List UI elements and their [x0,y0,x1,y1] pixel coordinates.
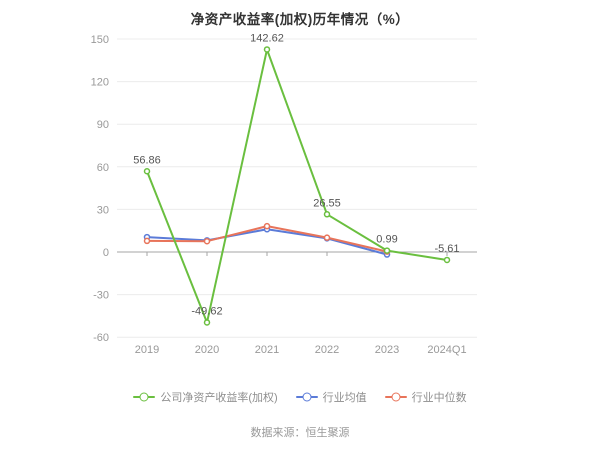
data-point [203,319,211,326]
legend-circle-marker-icon [139,392,149,402]
x-axis-label: 2022 [315,344,339,356]
data-label: 0.99 [376,234,397,246]
legend-item-1[interactable]: 行业均值 [295,389,367,405]
chart-legend: 公司净资产收益率(加权) 行业均值 行业中位数 [0,389,600,405]
legend-circle-marker-icon [391,392,401,402]
y-axis-label: 60 [97,162,109,174]
data-point [323,234,331,241]
data-label: 142.62 [250,32,284,44]
x-axis-label: 2020 [195,344,219,356]
data-point [263,46,271,53]
legend-label: 公司净资产收益率(加权) [160,392,278,404]
x-axis-label: 2021 [255,344,279,356]
data-point [263,222,271,230]
chart-title: 净资产收益率(加权)历年情况（%） [190,12,410,27]
legend-line-marker-icon [295,392,318,402]
legend-label: 行业中位数 [411,392,467,404]
x-axis-label: 2023 [375,344,399,356]
legend-label: 行业均值 [322,392,367,404]
series-line-0 [146,48,448,324]
data-point [203,237,211,245]
x-axis-label: 2019 [135,344,159,356]
y-axis-label: 90 [97,119,109,131]
y-axis-label: -30 [93,290,109,302]
data-point [383,247,391,254]
y-axis-label: 30 [97,204,109,216]
x-axis-label: 2024Q1 [427,344,466,356]
y-axis-label: 150 [91,34,109,46]
legend-line-marker-icon [384,392,407,402]
legend-item-0[interactable]: 公司净资产收益率(加权) [133,389,278,405]
data-point [143,168,151,175]
data-label: -49.62 [191,305,222,317]
y-axis-label: 0 [103,247,109,259]
data-label: 26.55 [313,197,341,209]
y-axis-label: -60 [93,332,109,344]
data-point [323,211,331,218]
data-point [143,237,151,245]
y-axis-label: 120 [91,77,109,89]
data-label: -5.61 [434,243,459,255]
data-point [443,256,451,264]
legend-item-2[interactable]: 行业中位数 [384,389,467,405]
legend-line-marker-icon [133,392,156,402]
data-label: 56.86 [133,154,161,166]
legend-circle-marker-icon [302,392,312,402]
data-source-note: 数据来源：恒生聚源 [250,427,350,439]
